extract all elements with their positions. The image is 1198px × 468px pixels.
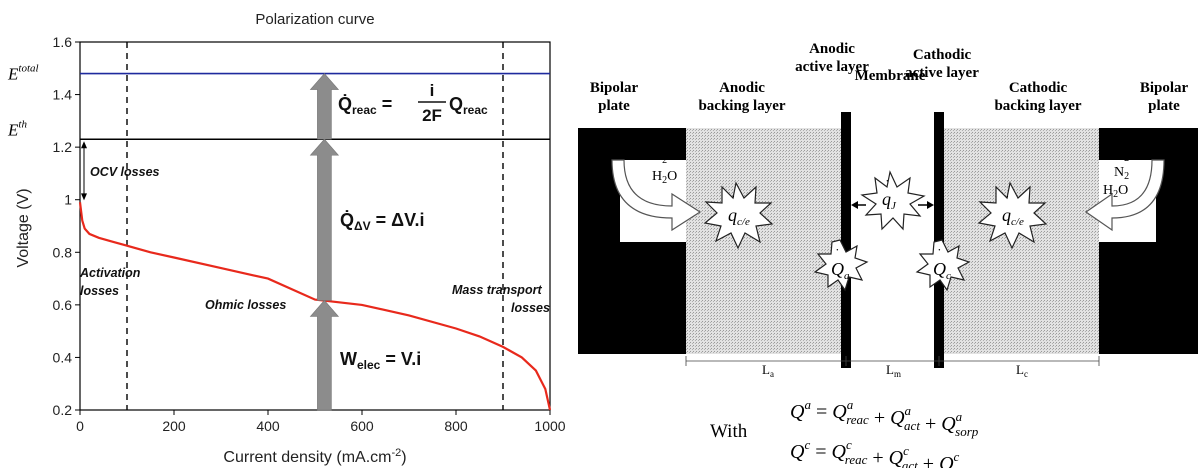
qj-burst bbox=[860, 170, 926, 231]
bipolar-plate-left-label-1: Bipolar bbox=[590, 80, 639, 96]
ocv-arrowhead-top bbox=[81, 141, 87, 149]
x-axis-ticks: 0 200 400 600 800 1000 bbox=[76, 410, 566, 434]
qa-burst bbox=[813, 239, 869, 292]
qce-cathode-dot: ˙ bbox=[1005, 194, 1010, 209]
q-reac-equation: Q̇reac = bbox=[338, 93, 392, 117]
length-la-label: La bbox=[762, 362, 774, 379]
y-tick-label: 0.8 bbox=[53, 244, 73, 260]
cathodic-active-label-2: active layer bbox=[905, 65, 979, 81]
q-reac-arrow bbox=[309, 73, 340, 140]
length-lm-label: Lm bbox=[886, 362, 901, 379]
cathodic-backing-label-1: Cathodic bbox=[1009, 80, 1068, 96]
x-tick-label: 200 bbox=[162, 418, 186, 434]
y-tick-label: 1.4 bbox=[53, 87, 73, 103]
ocv-losses-arrow bbox=[81, 141, 87, 201]
qa-label: Qa bbox=[831, 259, 850, 282]
activation-losses-label-line1: Activation bbox=[79, 266, 141, 280]
x-axis-label: Current density (mA.cm-2) bbox=[223, 447, 406, 466]
qj-dot: ˙ bbox=[885, 178, 890, 193]
mass-transport-label-line2: losses bbox=[511, 301, 550, 315]
cathodic-backing-label-2: backing layer bbox=[994, 98, 1081, 114]
qc-burst bbox=[915, 239, 971, 292]
x-tick-label: 400 bbox=[256, 418, 280, 434]
y-axis-ticks: 0.2 0.4 0.6 0.8 1 1.2 1.4 1.6 bbox=[53, 34, 80, 418]
activation-losses-label-line2: losses bbox=[80, 284, 119, 298]
chart-title: Polarization curve bbox=[255, 11, 374, 28]
qce-anode-dot: ˙ bbox=[731, 194, 736, 209]
polarization-curve-series bbox=[78, 202, 552, 411]
y-tick-label: 1.6 bbox=[53, 34, 73, 50]
polarization-chart: Polarization curve 0.2 0.4 0.6 0.8 1 1.2 1.4 1.… bbox=[7, 11, 566, 466]
energy-arrows bbox=[309, 73, 340, 411]
qa-dot: ˙ bbox=[835, 247, 840, 262]
q-dv-equation: Q̇ΔV = ΔV.i bbox=[340, 209, 424, 233]
y-tick-label: 1 bbox=[64, 192, 72, 208]
e-th-label: Eth bbox=[7, 118, 27, 139]
bipolar-plate-left-label-2: plate bbox=[598, 98, 630, 114]
cathodic-active-label-1: Cathodic bbox=[913, 47, 972, 63]
h2o-cathode-label: H2O bbox=[1103, 183, 1128, 200]
anode-inflow-arrow bbox=[611, 159, 702, 232]
w-elec-equation: Welec = V.i bbox=[340, 349, 421, 372]
q-reac-fraction-den: 2F bbox=[422, 106, 442, 125]
mass-transport-label-line1: Mass transport bbox=[452, 283, 542, 297]
h2o-anode-label: H2O bbox=[652, 169, 677, 186]
cathode-inflow-arrow bbox=[1084, 159, 1165, 232]
w-elec-arrow bbox=[309, 299, 340, 411]
anodic-active-label-2: active layer bbox=[795, 59, 869, 75]
cathodic-backing-layer bbox=[944, 128, 1099, 354]
ohmic-losses-label: Ohmic losses bbox=[205, 298, 286, 312]
anode-heat-equation: Qa = Qa reac + Qa act + Qa sorp bbox=[790, 397, 979, 439]
x-tick-label: 800 bbox=[444, 418, 468, 434]
qc-dot: ˙ bbox=[937, 247, 942, 262]
bipolar-plate-left bbox=[578, 128, 686, 354]
y-axis-label: Voltage (V) bbox=[15, 188, 32, 267]
anodic-backing-layer bbox=[686, 128, 841, 354]
anodic-active-layer bbox=[841, 112, 851, 368]
qce-cathode-burst bbox=[977, 181, 1048, 250]
y-tick-label: 0.4 bbox=[53, 349, 73, 365]
anodic-backing-label-1: Anodic bbox=[719, 80, 765, 96]
membrane-label: Membrane bbox=[855, 68, 926, 84]
q-reac-rhs: Qreac bbox=[449, 94, 488, 117]
y-tick-label: 0.6 bbox=[53, 297, 73, 313]
e-total-label: Etotal bbox=[7, 63, 39, 84]
anodic-active-label-1: Anodic bbox=[809, 41, 855, 57]
y-tick-label: 1.2 bbox=[53, 139, 73, 155]
bipolar-plate-right-label-1: Bipolar bbox=[1140, 80, 1189, 96]
h2-label: H2 bbox=[652, 149, 667, 166]
x-tick-label: 0 bbox=[76, 418, 84, 434]
equation-text: Qa = Qa reac + Qa act + Qa sorp bbox=[790, 397, 979, 439]
ocv-losses-label: OCV losses bbox=[90, 165, 160, 179]
o2-label: O2 bbox=[1114, 147, 1129, 164]
y-tick-label: 0.2 bbox=[53, 402, 73, 418]
ocv-arrowhead-bottom bbox=[81, 193, 87, 201]
q-reac-fraction-num: i bbox=[430, 81, 435, 100]
x-tick-label: 1000 bbox=[534, 418, 565, 434]
bipolar-plate-right bbox=[1099, 128, 1198, 354]
n2-label: N2 bbox=[1114, 165, 1129, 182]
length-lc-label: Lc bbox=[1016, 362, 1028, 379]
qj-arrowhead-right bbox=[927, 201, 934, 209]
qj-arrowhead-left bbox=[851, 201, 858, 209]
x-tick-label: 600 bbox=[350, 418, 374, 434]
qc-label: Qc bbox=[933, 259, 951, 282]
cathodic-active-layer bbox=[934, 112, 944, 368]
anodic-backing-label-2: backing layer bbox=[698, 98, 785, 114]
plot-frame bbox=[79, 41, 551, 411]
bipolar-plate-right-label-2: plate bbox=[1148, 98, 1180, 114]
qce-cathode-label: qc/e bbox=[1002, 205, 1024, 228]
qj-label: qJ bbox=[882, 189, 897, 212]
qce-anode-label: qc/e bbox=[728, 205, 750, 228]
with-label: With bbox=[710, 421, 748, 442]
q-dv-arrow bbox=[309, 138, 340, 301]
qce-anode-burst bbox=[703, 181, 774, 250]
